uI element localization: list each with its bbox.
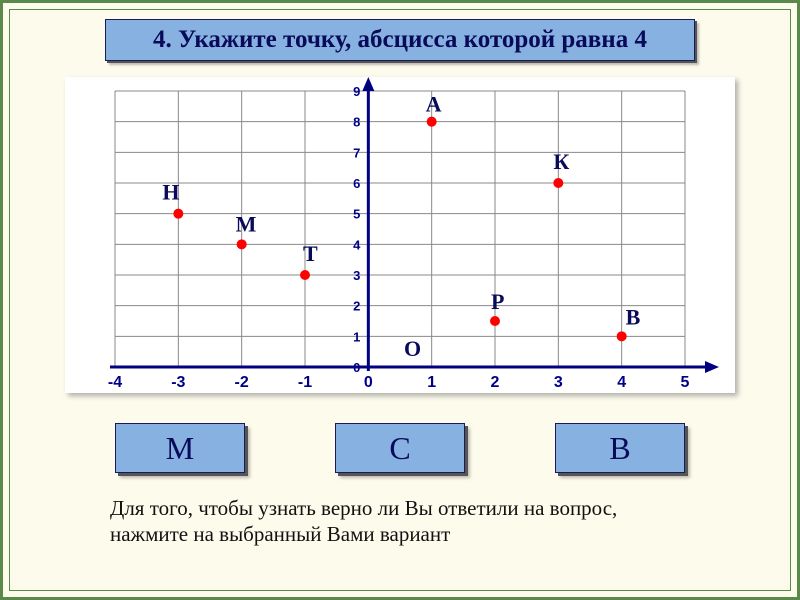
svg-text:А: А: [426, 92, 442, 117]
svg-text:К: К: [553, 149, 569, 174]
svg-text:9: 9: [353, 84, 360, 99]
svg-text:В: В: [626, 304, 641, 329]
svg-text:2: 2: [491, 374, 500, 391]
svg-text:Т: Т: [303, 241, 318, 266]
answer-label: С: [389, 430, 410, 467]
svg-text:5: 5: [681, 374, 690, 391]
svg-text:7: 7: [353, 145, 360, 160]
svg-text:-2: -2: [235, 374, 249, 391]
svg-text:-3: -3: [171, 374, 185, 391]
svg-text:4: 4: [617, 374, 626, 391]
instruction-text: Для того, чтобы узнать верно ли Вы ответ…: [110, 495, 690, 548]
svg-text:Н: Н: [162, 180, 179, 205]
answer-button-m[interactable]: М: [115, 423, 245, 473]
svg-text:Р: Р: [491, 289, 504, 314]
question-box: 4. Укажите точку, абсцисса которой равна…: [105, 19, 695, 61]
answers-row: М С В: [33, 423, 767, 473]
answer-label: В: [609, 430, 630, 467]
coordinate-chart: -4 -3 -2 -1 0 1 2 3 4 5 0 1 2 3 4 5 6 7 8 9 Н М Т О А Р К В: [65, 77, 735, 393]
svg-text:-1: -1: [298, 374, 312, 391]
question-text: 4. Укажите точку, абсцисса которой равна…: [153, 26, 647, 53]
svg-text:О: О: [404, 336, 421, 361]
svg-text:1: 1: [353, 329, 360, 344]
svg-text:6: 6: [353, 176, 360, 191]
svg-text:-4: -4: [108, 374, 122, 391]
answer-button-c[interactable]: С: [335, 423, 465, 473]
svg-text:3: 3: [554, 374, 563, 391]
svg-text:1: 1: [427, 374, 436, 391]
svg-text:3: 3: [353, 268, 360, 283]
answer-label: М: [166, 430, 194, 467]
answer-button-v[interactable]: В: [555, 423, 685, 473]
svg-text:0: 0: [353, 360, 360, 375]
svg-text:2: 2: [353, 299, 360, 314]
svg-text:0: 0: [364, 374, 373, 391]
svg-text:М: М: [236, 211, 257, 236]
svg-text:8: 8: [353, 115, 360, 130]
svg-text:4: 4: [353, 237, 361, 252]
svg-text:5: 5: [353, 207, 360, 222]
